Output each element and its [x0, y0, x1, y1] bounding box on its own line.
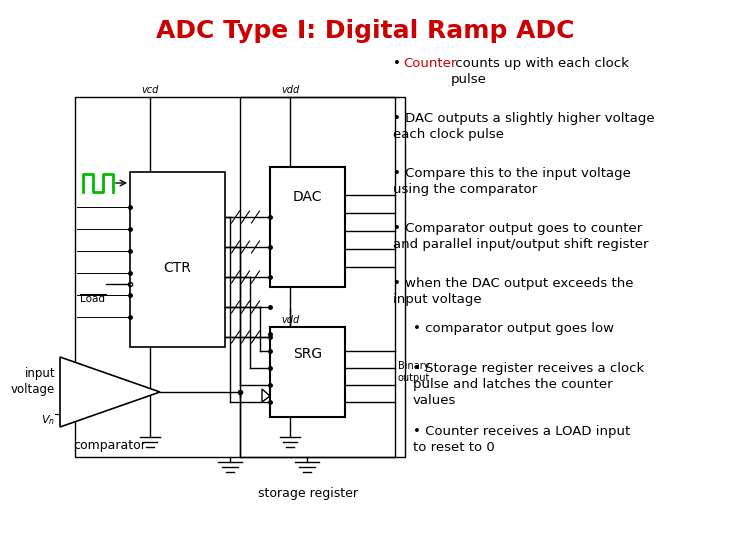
Text: • Comparator output goes to counter
and parallel input/output shift register: • Comparator output goes to counter and … [393, 222, 648, 251]
Text: input
voltage: input voltage [11, 368, 55, 397]
Text: Binary
output: Binary output [398, 361, 431, 383]
Bar [270, 327, 345, 417]
Text: vdd: vdd [281, 315, 299, 325]
Text: • when the DAC output exceeds the
input voltage: • when the DAC output exceeds the input … [393, 277, 634, 306]
Polygon shape [262, 389, 270, 402]
Text: $V_n$: $V_n$ [41, 413, 55, 427]
Text: • Counter receives a LOAD input
to reset to 0: • Counter receives a LOAD input to reset… [413, 425, 630, 454]
Text: CTR: CTR [164, 261, 191, 275]
Text: SRG: SRG [293, 347, 322, 361]
Bar [240, 97, 395, 457]
Text: DAC: DAC [293, 190, 322, 204]
Text: counts up with each clock
pulse: counts up with each clock pulse [451, 57, 629, 86]
Polygon shape [60, 357, 160, 427]
Bar [270, 167, 345, 287]
Text: Counter: Counter [403, 57, 456, 70]
Bar [130, 172, 225, 347]
Text: vdd: vdd [281, 85, 299, 95]
Text: • Compare this to the input voltage
using the comparator: • Compare this to the input voltage usin… [393, 167, 631, 196]
Text: vcd: vcd [142, 85, 158, 95]
Text: •: • [393, 57, 405, 70]
Bar [75, 97, 405, 457]
Text: ADC Type I: Digital Ramp ADC: ADC Type I: Digital Ramp ADC [155, 19, 575, 43]
Text: Load: Load [80, 294, 105, 304]
Text: comparator: comparator [74, 439, 147, 452]
Text: • Storage register receives a clock
pulse and latches the counter
values: • Storage register receives a clock puls… [413, 362, 645, 407]
Text: storage register: storage register [258, 487, 358, 500]
Text: • comparator output goes low: • comparator output goes low [413, 322, 614, 335]
Text: • DAC outputs a slightly higher voltage
each clock pulse: • DAC outputs a slightly higher voltage … [393, 112, 655, 141]
